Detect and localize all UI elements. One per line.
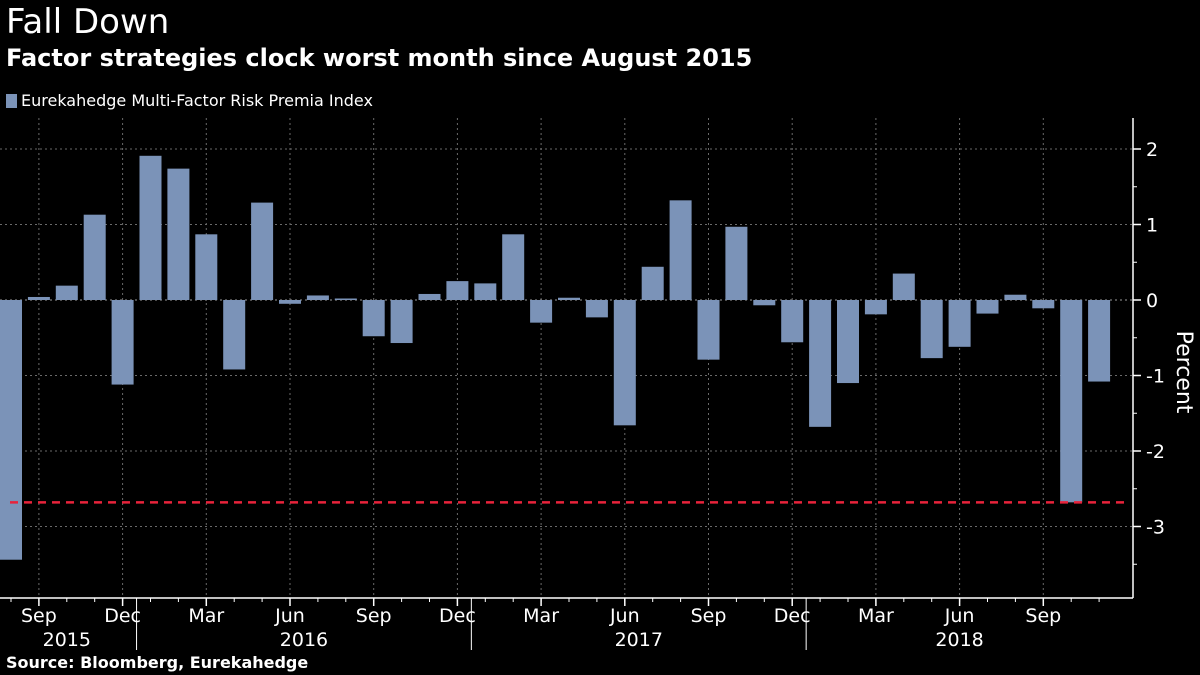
y-tick-label: -2	[1146, 441, 1165, 463]
source-note: Source: Bloomberg, Eurekahedge	[6, 653, 309, 672]
x-tick-label: Dec	[439, 605, 476, 627]
bar	[167, 168, 190, 300]
bar	[809, 300, 832, 427]
bar	[0, 300, 22, 560]
bar	[55, 285, 78, 300]
bar	[1004, 294, 1027, 300]
y-axis-title: Percent	[1171, 331, 1196, 414]
bar	[306, 295, 329, 300]
bar	[502, 234, 525, 300]
legend: Eurekahedge Multi-Factor Risk Premia Ind…	[6, 91, 373, 110]
bar	[948, 300, 971, 347]
x-year-label: 2015	[43, 629, 91, 651]
bar	[864, 300, 887, 315]
y-tick-label: 0	[1146, 290, 1158, 312]
x-tick-label: Mar	[858, 605, 894, 627]
y-tick-label: -1	[1146, 366, 1165, 388]
bar	[279, 300, 301, 304]
bar	[697, 300, 720, 360]
bar	[641, 266, 664, 300]
bar	[195, 234, 218, 300]
bar	[83, 214, 106, 300]
bar	[139, 155, 162, 300]
bar	[530, 300, 553, 323]
bar	[920, 300, 943, 359]
bar	[1088, 300, 1111, 382]
bar	[558, 297, 580, 300]
bar	[1032, 300, 1055, 309]
bar	[781, 300, 804, 343]
bar	[669, 200, 692, 300]
bar	[1060, 300, 1083, 503]
y-tick-label: 2	[1146, 139, 1158, 161]
legend-swatch	[6, 93, 17, 108]
x-tick-label: Sep	[691, 605, 727, 627]
bar	[753, 300, 776, 306]
chart-subtitle: Factor strategies clock worst month sinc…	[6, 44, 753, 72]
bars-layer	[0, 155, 1111, 560]
bar	[585, 300, 608, 318]
bar	[837, 300, 859, 384]
bar	[474, 283, 497, 300]
x-tick-label: Mar	[188, 605, 224, 627]
bar	[111, 300, 134, 385]
x-tick-label: Sep	[356, 605, 392, 627]
bar	[892, 273, 915, 300]
x-tick-label: Dec	[774, 605, 811, 627]
bar	[223, 300, 246, 370]
x-tick-label: Dec	[104, 605, 141, 627]
x-tick-label: Sep	[1025, 605, 1061, 627]
chart-title: Fall Down	[6, 2, 170, 42]
x-year-label: 2018	[935, 629, 983, 651]
x-year-label: 2016	[280, 629, 328, 651]
y-tick-label: -3	[1146, 517, 1165, 539]
bar	[251, 202, 274, 300]
axis-layer: 2 1 0 -1 -2 -3 Sep Dec Mar Jun Sep Dec Mar Jun Sep Dec M…	[0, 118, 1196, 651]
x-tick-label: Mar	[523, 605, 559, 627]
x-tick-label: Jun	[274, 605, 305, 627]
bar	[613, 300, 636, 426]
bar	[725, 226, 748, 300]
x-year-label: 2017	[615, 629, 663, 651]
x-tick-label: Jun	[944, 605, 975, 627]
x-tick-label: Sep	[21, 605, 57, 627]
bar	[390, 300, 413, 344]
y-tick-label: 1	[1146, 215, 1158, 237]
bar	[334, 298, 357, 300]
bar	[418, 293, 441, 300]
bar	[446, 281, 469, 300]
x-tick-label: Jun	[609, 605, 640, 627]
bar	[362, 300, 385, 337]
legend-label: Eurekahedge Multi-Factor Risk Premia Ind…	[21, 91, 373, 110]
bar	[27, 296, 50, 300]
bar	[976, 300, 999, 314]
